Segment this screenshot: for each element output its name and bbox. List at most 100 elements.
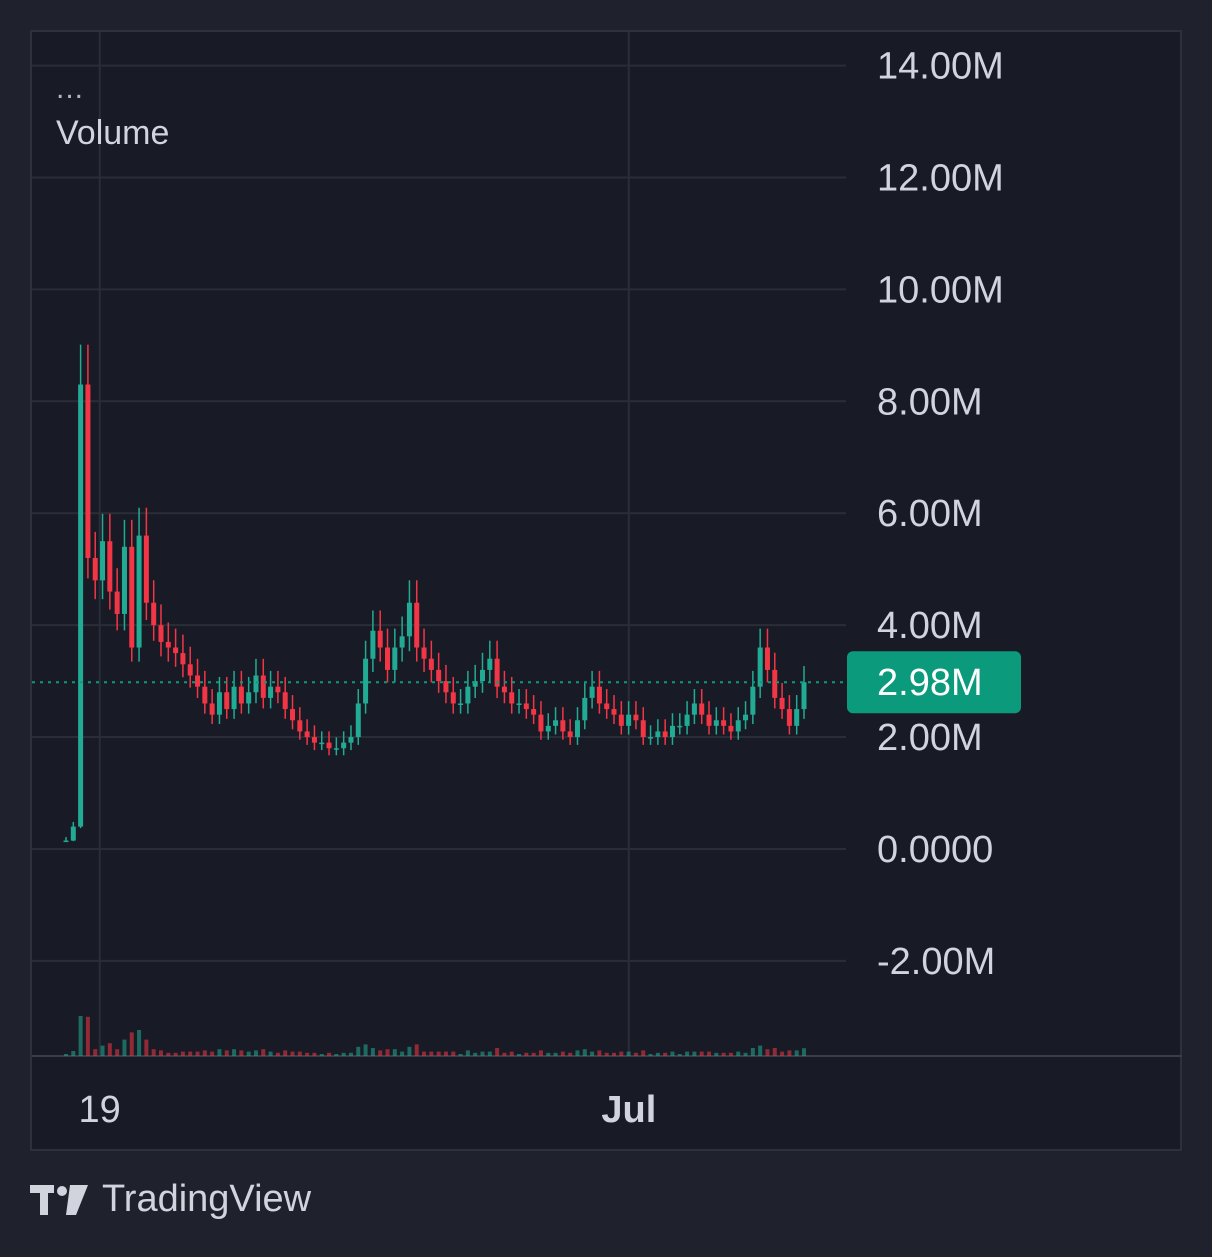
volume-bar [802, 1048, 806, 1056]
price-axis[interactable]: 14.00M 12.00M 10.00M 8.00M 6.00M 4.00M 2.00M 0.… [877, 46, 1004, 983]
candle-body [297, 720, 303, 732]
candle-body [772, 669, 778, 698]
volume-bar [524, 1052, 529, 1056]
volume-bar [612, 1052, 617, 1056]
volume-bar [239, 1050, 244, 1056]
legend-menu-button[interactable]: ... [56, 72, 85, 105]
volume-bar [429, 1051, 434, 1056]
volume-bar [246, 1051, 251, 1056]
volume-bar [71, 1051, 76, 1056]
volume-bar [465, 1050, 470, 1056]
volume-bar [750, 1048, 755, 1056]
volume-bar [780, 1051, 785, 1056]
volume-bar [721, 1052, 726, 1056]
candle-body [699, 703, 705, 715]
volume-bar [100, 1045, 105, 1056]
volume-bar [641, 1050, 646, 1056]
legend-title: Volume [56, 114, 170, 152]
volume-bar [604, 1052, 609, 1056]
time-axis[interactable]: 19 Jul [79, 1089, 657, 1131]
volume-bar [188, 1051, 193, 1056]
candle-body [721, 720, 727, 726]
candle-body [136, 535, 142, 648]
volume-bar [568, 1052, 573, 1056]
candle-body [801, 682, 807, 710]
volume-bar [210, 1051, 215, 1056]
volume-chart[interactable]: 2.98M 14.00M 12.00M 10.00M 8.00M 6.00M 4.00M 2… [32, 32, 1182, 1151]
candle-body [92, 557, 98, 581]
candle-body [487, 658, 493, 670]
candle-body [165, 641, 171, 648]
volume-bar [422, 1051, 427, 1056]
volume-bar [290, 1051, 295, 1056]
volume-bar [334, 1054, 339, 1056]
y-tick-label: 10.00M [877, 269, 1004, 311]
volume-bar [597, 1050, 602, 1056]
volume-bar [195, 1051, 200, 1056]
volume-bar [392, 1049, 397, 1056]
candle-body [363, 658, 369, 704]
candle-body [648, 737, 654, 739]
volume-bar [327, 1052, 332, 1056]
y-tick-label: 0.0000 [877, 829, 993, 871]
tradingview-brand[interactable]: TradingView [30, 1178, 311, 1221]
candle-body [370, 630, 376, 659]
candle-body [618, 714, 624, 726]
candle-body [238, 686, 244, 704]
volume-bar [633, 1052, 638, 1056]
volume-bar [137, 1030, 142, 1056]
candle-body [596, 686, 602, 704]
candle-body [662, 731, 668, 738]
candle-body [567, 731, 573, 738]
candle-body [443, 681, 449, 693]
chart-frame[interactable]: 2.98M 14.00M 12.00M 10.00M 8.00M 6.00M 4.00M 2… [30, 30, 1182, 1151]
candle-body [326, 742, 332, 749]
volume-bar [363, 1044, 368, 1056]
volume-bar [253, 1050, 258, 1056]
volume-bar [217, 1049, 222, 1056]
tradingview-logo-icon [30, 1184, 88, 1215]
candle-body [757, 647, 763, 687]
candle-body [458, 703, 464, 705]
candle-body [246, 692, 252, 704]
candle-body [392, 647, 398, 670]
y-tick-label: 6.00M [877, 493, 983, 535]
candle-body [260, 675, 266, 698]
volume-bar [670, 1051, 675, 1056]
candle-body [348, 737, 354, 743]
candle-body [677, 725, 683, 728]
volume-bar [129, 1032, 134, 1056]
candle-body [589, 686, 595, 698]
volume-bar [553, 1052, 558, 1056]
volume-bar [407, 1046, 412, 1056]
candle-body [290, 709, 296, 721]
volume-bar [122, 1039, 127, 1056]
y-tick-label: 2.00M [877, 717, 983, 759]
volume-bar [224, 1050, 229, 1056]
volume-bar [487, 1051, 492, 1056]
volume-bar [495, 1048, 500, 1056]
volume-bar [166, 1052, 171, 1056]
candle-body [501, 686, 507, 693]
candle-body [684, 714, 690, 726]
volume-bar [626, 1051, 631, 1056]
candle-body [85, 384, 91, 558]
last-price-badge [847, 651, 1021, 714]
candle-body [333, 748, 339, 750]
volume-bar [443, 1051, 448, 1056]
volume-bar [517, 1054, 522, 1056]
volume-bar [699, 1051, 704, 1056]
candle-body [341, 742, 347, 749]
volume-bar [685, 1051, 690, 1056]
volume-bar [202, 1050, 207, 1056]
candle-body [253, 675, 259, 693]
volume-bar [772, 1048, 777, 1056]
y-tick-label: -2.00M [877, 941, 995, 983]
volume-bar [677, 1054, 682, 1056]
candle-body [107, 541, 113, 592]
candle-body [114, 591, 120, 614]
y-tick-label: 8.00M [877, 381, 983, 423]
volume-bar [436, 1051, 441, 1056]
volume-bar [158, 1050, 163, 1056]
volume-bar [312, 1052, 317, 1056]
